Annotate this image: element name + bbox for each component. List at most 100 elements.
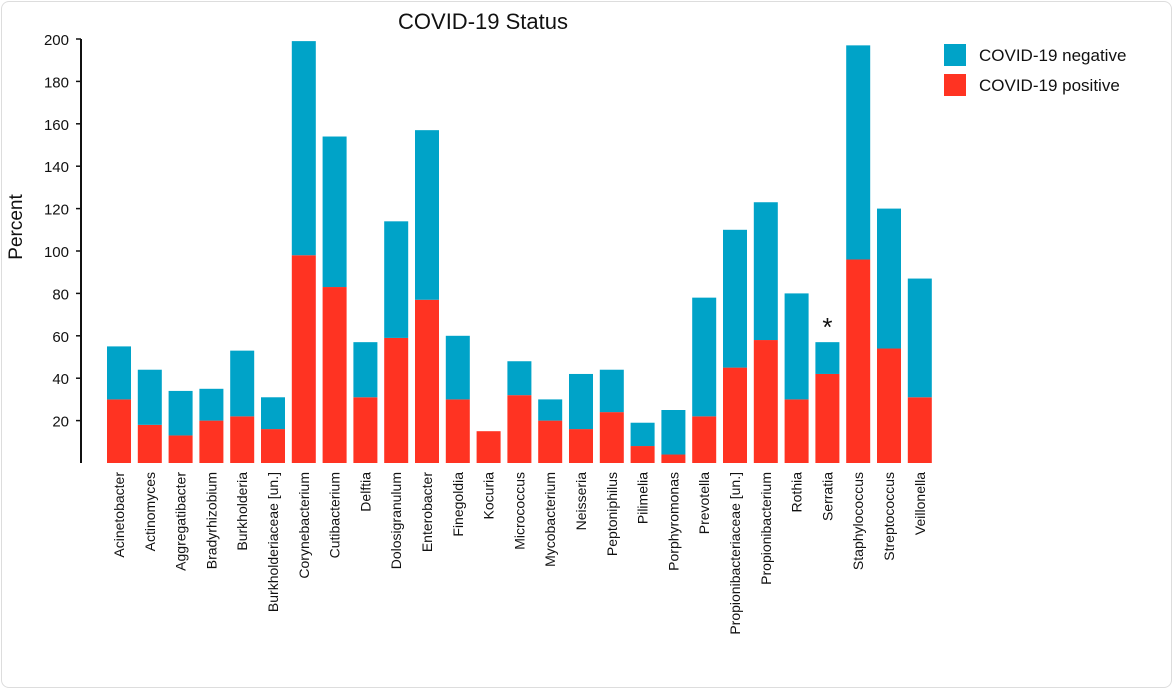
- y-tick-label: 200: [44, 32, 69, 49]
- bar-segment-covid-19-negative: [907, 278, 932, 398]
- bar-segment-covid-19-negative: [230, 350, 255, 417]
- bar-segment-covid-19-negative: [415, 130, 439, 300]
- x-tick-labels: Acinetobacter Actinomyces Aggregatibacter B…: [111, 472, 928, 635]
- bar-segment-covid-19-positive: [353, 397, 378, 463]
- x-tick-label: Rothia: [789, 472, 805, 513]
- bar-segment-covid-19-positive: [507, 395, 532, 463]
- x-tick-label: Streptococcus: [881, 472, 897, 561]
- bar-segment-covid-19-positive: [630, 446, 655, 463]
- bar-segment-covid-19-negative: [599, 369, 624, 413]
- bar-segment-covid-19-negative: [107, 346, 131, 400]
- bar-segment-covid-19-positive: [261, 429, 285, 463]
- bar-segment-covid-19-negative: [569, 373, 593, 430]
- bar-segment-covid-19-positive: [723, 367, 747, 463]
- x-tick-label: Peptoniphilus: [604, 472, 620, 556]
- x-tick-label: Porphyromonas: [665, 472, 681, 571]
- bar-segment-covid-19-positive: [168, 435, 193, 463]
- y-tick-label: 140: [44, 159, 69, 176]
- significance-marker: *: [822, 312, 832, 342]
- y-tick-label: 80: [52, 286, 69, 303]
- bar-segment-covid-19-positive: [230, 416, 255, 463]
- bar-segment-covid-19-positive: [599, 412, 624, 463]
- bar-segment-covid-19-positive: [137, 424, 162, 463]
- bar-segment-covid-19-negative: [322, 136, 347, 288]
- bar-segment-covid-19-negative: [291, 41, 316, 256]
- bar-segment-covid-19-negative: [784, 293, 809, 400]
- bar-segment-covid-19-positive: [877, 348, 901, 463]
- y-tick-label: 160: [44, 117, 69, 134]
- bar-segment-covid-19-negative: [630, 422, 655, 447]
- y-axis-label: Percent: [6, 194, 27, 260]
- bar-segment-covid-19-negative: [353, 342, 378, 398]
- x-tick-label: Enterobacter: [419, 472, 435, 552]
- bar-segment-covid-19-positive: [107, 399, 131, 463]
- y-tick-label: 60: [52, 329, 69, 346]
- bar-segment-covid-19-negative: [815, 342, 840, 374]
- bar-segment-covid-19-negative: [137, 369, 162, 425]
- bar-segment-covid-19-positive: [415, 299, 439, 463]
- x-tick-label: Bradyrhizobium: [203, 472, 219, 569]
- x-tick-label: Cutibacterium: [327, 472, 343, 558]
- bar-segment-covid-19-positive: [815, 373, 840, 463]
- bar-segment-covid-19-negative: [384, 221, 409, 338]
- bar-segment-covid-19-negative: [199, 388, 224, 421]
- x-tick-label: Propionibacteriaceae [un.]: [727, 472, 743, 635]
- x-tick-label: Micrococcus: [511, 472, 527, 550]
- bar-segment-covid-19-negative: [753, 202, 778, 341]
- x-tick-label: Veillonella: [912, 472, 928, 535]
- bar-segment-covid-19-positive: [538, 420, 563, 463]
- legend-swatch: [944, 74, 966, 96]
- bar-segment-covid-19-positive: [384, 337, 409, 463]
- y-tick-label: 180: [44, 74, 69, 91]
- x-tick-label: Kocuria: [481, 472, 497, 520]
- bar-segment-covid-19-positive: [199, 420, 224, 463]
- bar-segment-covid-19-positive: [846, 259, 871, 463]
- bar-segment-covid-19-positive: [322, 287, 347, 463]
- x-tick-label: Dolosigranulum: [388, 472, 404, 569]
- y-tick-label: 20: [52, 414, 69, 431]
- bar-segment-covid-19-negative: [445, 335, 470, 400]
- bar-segment-covid-19-negative: [261, 397, 285, 430]
- bar-segment-covid-19-positive: [445, 399, 470, 463]
- bar-segment-covid-19-negative: [507, 361, 532, 396]
- bar-segment-covid-19-positive: [692, 416, 717, 463]
- x-tick-label: Burkholderia: [234, 472, 250, 551]
- bar-segment-covid-19-positive: [476, 431, 501, 463]
- y-tick-label: 40: [52, 371, 69, 388]
- x-tick-label: Mycobacterium: [542, 472, 558, 567]
- bars: *: [107, 41, 932, 463]
- x-tick-label: Acinetobacter: [111, 472, 127, 558]
- bar-segment-covid-19-negative: [692, 297, 717, 417]
- bar-segment-covid-19-positive: [661, 454, 686, 463]
- bar-segment-covid-19-negative: [723, 229, 747, 368]
- x-tick-label: Pilimelia: [635, 472, 651, 524]
- legend-swatch: [944, 44, 966, 66]
- bar-segment-covid-19-positive: [569, 429, 593, 463]
- legend-label: COVID-19 positive: [979, 76, 1120, 95]
- x-tick-label: Serratia: [819, 472, 835, 521]
- bar-segment-covid-19-positive: [784, 399, 809, 463]
- bar-segment-covid-19-negative: [877, 208, 901, 349]
- legend-label: COVID-19 negative: [979, 46, 1126, 65]
- x-tick-label: Propionibacterium: [758, 472, 774, 585]
- x-tick-label: Prevotella: [696, 472, 712, 534]
- x-tick-label: Burkholderiaceae [un.]: [265, 472, 281, 612]
- bar-segment-covid-19-negative: [846, 45, 871, 260]
- bar-segment-covid-19-negative: [538, 399, 563, 421]
- y-tick-label: 120: [44, 202, 69, 219]
- x-tick-label: Delftia: [357, 472, 373, 512]
- bar-segment-covid-19-positive: [291, 255, 316, 463]
- x-tick-label: Actinomyces: [142, 472, 158, 551]
- y-axis: 20 40 60 80 100 120 140 160 180 200: [44, 32, 82, 463]
- x-tick-label: Finegoldia: [450, 472, 466, 537]
- bar-segment-covid-19-positive: [753, 340, 778, 463]
- bar-segment-covid-19-negative: [168, 390, 193, 436]
- x-tick-label: Corynebacterium: [296, 472, 312, 579]
- y-tick-label: 100: [44, 244, 69, 261]
- x-tick-label: Aggregatibacter: [173, 472, 189, 571]
- chart-title: COVID-19 Status: [398, 9, 568, 34]
- bar-segment-covid-19-positive: [907, 397, 932, 463]
- x-tick-label: Staphylococcus: [850, 472, 866, 570]
